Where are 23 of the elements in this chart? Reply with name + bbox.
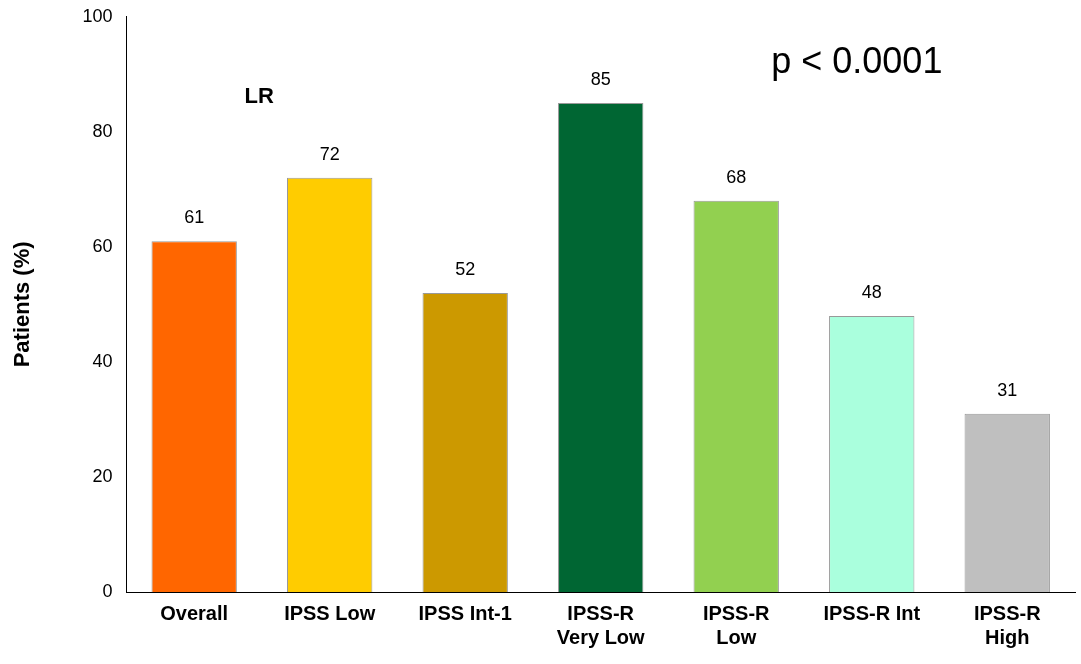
annotation: LR xyxy=(244,83,275,109)
data-label: 31 xyxy=(997,379,1018,400)
x-tick-label: IPSS-R Low xyxy=(702,601,771,648)
x-tick-label: IPSS-R Int xyxy=(823,601,921,624)
x-tick-label: IPSS Low xyxy=(284,601,376,624)
y-tick-label: 60 xyxy=(92,235,113,256)
y-tick-label: 0 xyxy=(102,580,113,601)
data-label: 61 xyxy=(184,207,205,228)
y-tick-label: 80 xyxy=(92,120,113,141)
data-label: 85 xyxy=(590,69,611,90)
data-label: 68 xyxy=(726,166,747,187)
y-axis-title: Patients (%) xyxy=(9,241,35,368)
y-tick-label: 40 xyxy=(92,350,113,371)
x-tick-label: Overall xyxy=(160,601,229,624)
x-tick-label: IPSS Int-1 xyxy=(418,601,512,624)
data-label: 48 xyxy=(861,281,882,302)
x-tick-label: IPSS-R Very Low xyxy=(556,601,646,648)
data-label: 72 xyxy=(319,143,340,164)
y-tick-label: 100 xyxy=(82,5,113,26)
x-tick-label: IPSS-R High xyxy=(973,601,1042,648)
y-tick-label: 20 xyxy=(92,465,113,486)
annotation: p < 0.0001 xyxy=(771,39,943,81)
data-label: 52 xyxy=(455,258,476,279)
